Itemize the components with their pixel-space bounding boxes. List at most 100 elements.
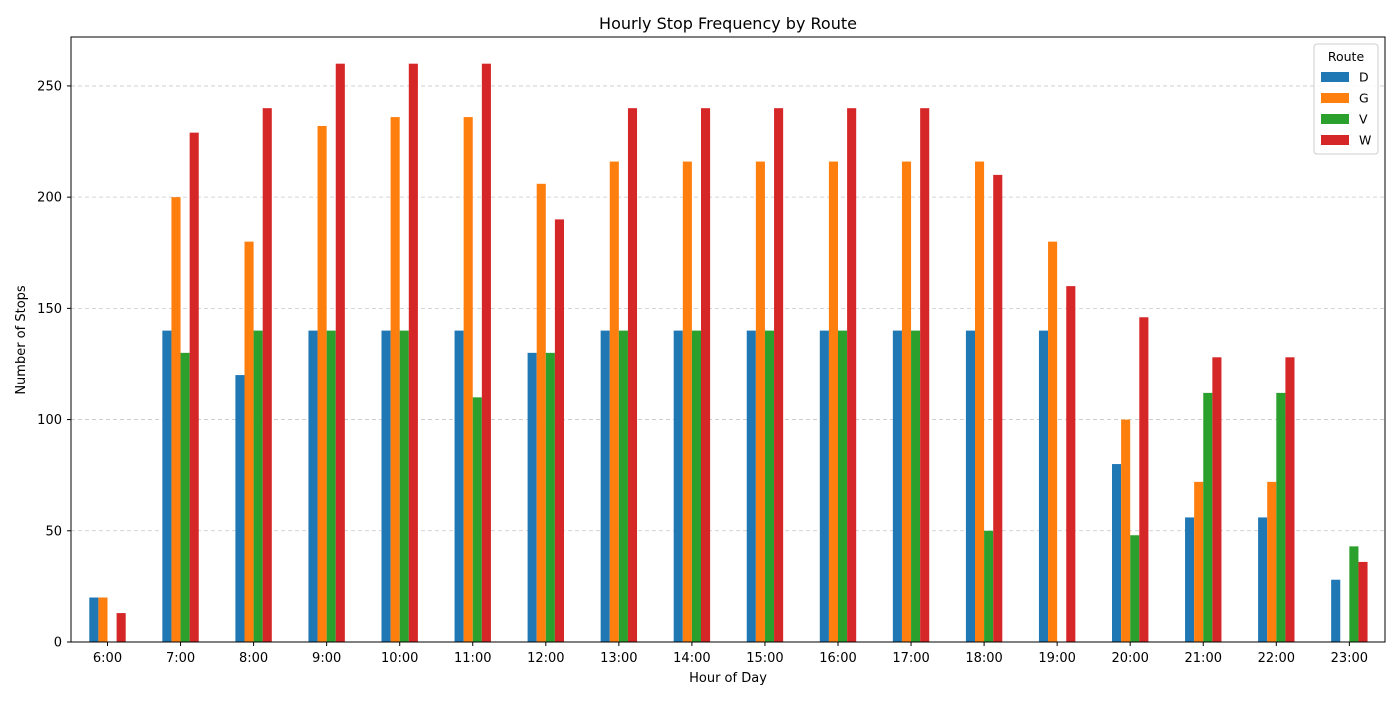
bar-V-14:00 bbox=[691, 330, 701, 642]
bar-D-21:00 bbox=[1185, 517, 1195, 642]
x-tick-label: 21:00 bbox=[1185, 651, 1222, 666]
bar-G-15:00 bbox=[755, 161, 765, 642]
bar-D-16:00 bbox=[819, 330, 829, 642]
x-tick-label: 18:00 bbox=[965, 651, 1002, 666]
bar-D-13:00 bbox=[600, 330, 610, 642]
y-tick-label: 250 bbox=[37, 79, 62, 94]
bar-W-22:00 bbox=[1285, 357, 1295, 642]
x-tick-label: 9:00 bbox=[312, 651, 341, 666]
legend-label: G bbox=[1359, 91, 1369, 106]
bar-D-22:00 bbox=[1258, 517, 1268, 642]
bar-G-13:00 bbox=[609, 161, 619, 642]
bar-V-12:00 bbox=[545, 352, 555, 642]
bar-G-12:00 bbox=[536, 183, 546, 643]
x-tick-label: 23:00 bbox=[1331, 651, 1368, 666]
legend-swatch bbox=[1321, 114, 1349, 124]
bar-V-16:00 bbox=[838, 330, 848, 642]
bar-W-14:00 bbox=[701, 108, 711, 643]
y-tick-label: 50 bbox=[45, 524, 62, 539]
bar-G-17:00 bbox=[901, 161, 912, 642]
plot-frame bbox=[70, 36, 1386, 643]
y-tick-label: 0 bbox=[54, 636, 62, 651]
x-tick-label: 7:00 bbox=[166, 651, 195, 666]
bar-V-7:00 bbox=[180, 352, 190, 642]
bar-V-10:00 bbox=[399, 330, 409, 642]
x-axis-ticks: 6:00 7:00 8:00 9:00 10:00 11:00 12:00 13:00 14:0… bbox=[93, 642, 1368, 666]
series-W bbox=[116, 63, 1368, 643]
x-tick-label: 11:00 bbox=[454, 651, 491, 666]
x-tick-label: 10:00 bbox=[381, 651, 418, 666]
bar-G-9:00 bbox=[317, 125, 327, 643]
legend-item-V: V bbox=[1321, 112, 1368, 127]
legend-label: D bbox=[1359, 70, 1369, 85]
bar-D-10:00 bbox=[381, 330, 391, 642]
series-G bbox=[98, 117, 1277, 643]
bar-W-7:00 bbox=[189, 132, 199, 643]
bar-W-21:00 bbox=[1212, 357, 1222, 642]
bar-V-18:00 bbox=[984, 530, 994, 642]
bar-W-19:00 bbox=[1066, 286, 1076, 642]
x-tick-label: 16:00 bbox=[819, 651, 856, 666]
bar-W-10:00 bbox=[408, 63, 418, 643]
bar-D-15:00 bbox=[746, 330, 756, 642]
bar-V-23:00 bbox=[1349, 546, 1359, 642]
bar-G-14:00 bbox=[682, 161, 692, 642]
y-axis-ticks: 0 50 100 150 200 250 bbox=[37, 79, 71, 651]
x-tick-label: 12:00 bbox=[527, 651, 564, 666]
bar-G-20:00 bbox=[1121, 419, 1131, 642]
y-tick-label: 150 bbox=[37, 302, 62, 317]
bar-V-8:00 bbox=[253, 330, 263, 642]
x-tick-label: 20:00 bbox=[1111, 651, 1148, 666]
bar-G-7:00 bbox=[171, 197, 181, 642]
bar-D-8:00 bbox=[235, 375, 245, 642]
x-tick-label: 14:00 bbox=[673, 651, 710, 666]
bar-G-16:00 bbox=[828, 161, 838, 642]
bar-V-20:00 bbox=[1130, 535, 1140, 642]
bar-D-19:00 bbox=[1038, 330, 1049, 642]
bar-V-11:00 bbox=[472, 397, 482, 642]
bar-D-6:00 bbox=[89, 597, 99, 642]
legend-label: V bbox=[1359, 112, 1368, 127]
y-tick-label: 200 bbox=[37, 191, 62, 206]
bar-W-18:00 bbox=[993, 174, 1003, 642]
series-D bbox=[89, 330, 1341, 642]
y-tick-label: 100 bbox=[37, 413, 62, 428]
x-tick-label: 6:00 bbox=[93, 651, 122, 666]
bar-G-6:00 bbox=[98, 597, 108, 642]
bar-V-15:00 bbox=[764, 330, 775, 642]
bar-W-12:00 bbox=[554, 219, 564, 642]
legend-label: W bbox=[1359, 133, 1371, 148]
bar-W-13:00 bbox=[627, 108, 638, 643]
bar-W-23:00 bbox=[1358, 561, 1368, 642]
bar-W-8:00 bbox=[262, 108, 272, 643]
bar-D-12:00 bbox=[527, 352, 537, 642]
bar-D-17:00 bbox=[892, 330, 902, 642]
legend-swatch bbox=[1321, 93, 1349, 103]
bar-V-13:00 bbox=[618, 330, 628, 642]
bar-W-9:00 bbox=[335, 63, 345, 643]
bar-D-18:00 bbox=[965, 330, 975, 642]
bar-G-18:00 bbox=[975, 161, 985, 642]
bar-G-21:00 bbox=[1194, 481, 1204, 642]
x-tick-label: 17:00 bbox=[892, 651, 929, 666]
bar-W-17:00 bbox=[920, 108, 930, 643]
bar-W-16:00 bbox=[847, 108, 857, 643]
bar-V-21:00 bbox=[1203, 392, 1213, 642]
bar-G-11:00 bbox=[463, 117, 473, 642]
bar-D-20:00 bbox=[1112, 464, 1122, 642]
legend-item-D: D bbox=[1321, 70, 1369, 85]
legend-item-G: G bbox=[1321, 91, 1369, 106]
bar-G-10:00 bbox=[390, 117, 400, 642]
bar-G-19:00 bbox=[1048, 241, 1058, 642]
x-tick-label: 8:00 bbox=[239, 651, 268, 666]
bar-series bbox=[89, 63, 1368, 643]
x-tick-label: 19:00 bbox=[1038, 651, 1075, 666]
bar-V-17:00 bbox=[911, 330, 921, 642]
bar-D-14:00 bbox=[673, 330, 683, 642]
bar-D-23:00 bbox=[1331, 579, 1341, 642]
bar-G-8:00 bbox=[244, 241, 254, 642]
legend-item-W: W bbox=[1321, 133, 1371, 148]
